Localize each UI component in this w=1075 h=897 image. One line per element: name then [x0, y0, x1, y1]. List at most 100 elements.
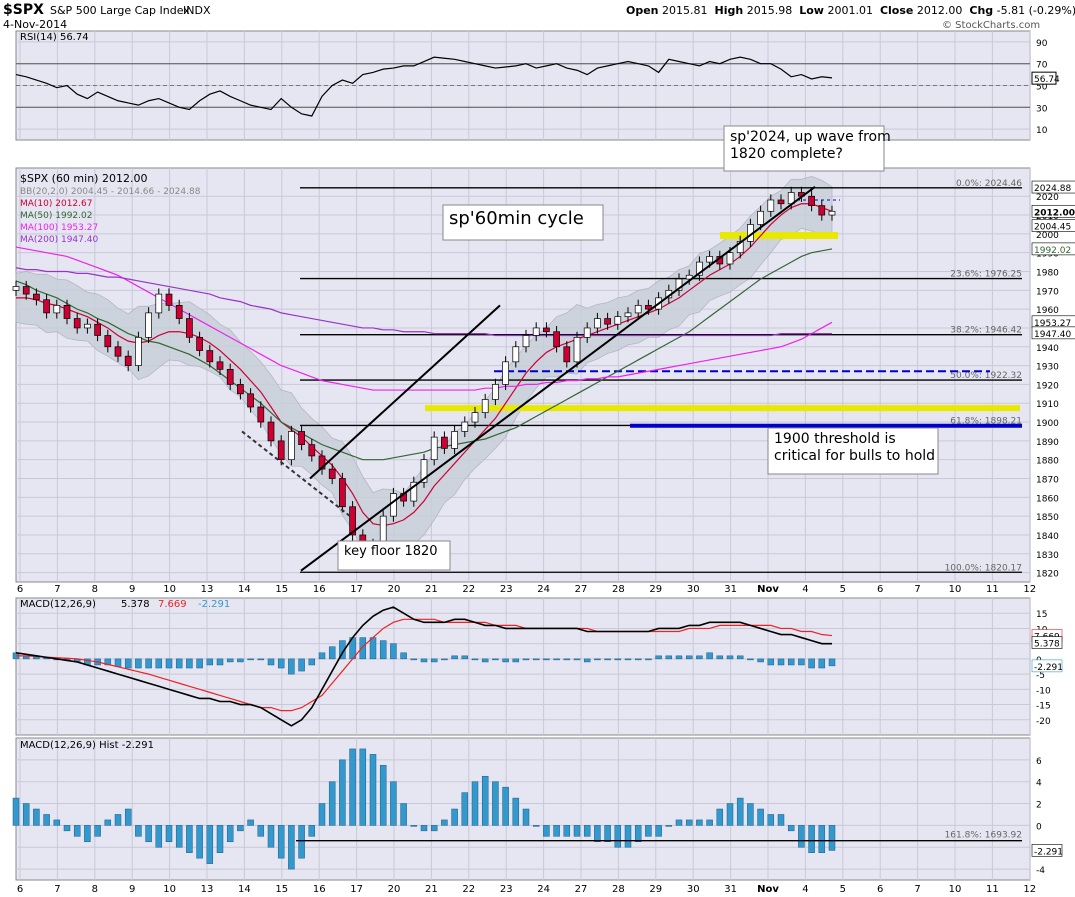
hist-bar	[461, 792, 469, 826]
macd-hist-bar	[502, 658, 509, 663]
macd-hist-bar	[818, 658, 826, 669]
candle	[624, 312, 632, 318]
candle	[124, 355, 132, 366]
hist-x-label: 20	[388, 884, 401, 895]
channel-lower-line	[300, 186, 816, 572]
candle	[441, 436, 448, 449]
candle	[777, 199, 785, 205]
macd-hist-bar	[624, 658, 632, 661]
date-label: 4-Nov-2014	[3, 18, 68, 31]
candle	[94, 323, 101, 336]
price-x-label: 30	[687, 584, 700, 595]
candle	[543, 327, 550, 333]
macd-hist-bar	[277, 658, 285, 669]
candle	[757, 210, 764, 225]
price-tick-label: 1930	[1036, 363, 1059, 373]
exchange-label: INDX	[183, 4, 211, 17]
hist-bar	[522, 808, 530, 826]
hist-bar	[696, 819, 703, 826]
rsi-tick-label: 50	[1036, 83, 1048, 93]
hist-x-label: 31	[724, 884, 737, 895]
macd-hist-bar	[726, 655, 734, 660]
hist-right-box	[1031, 844, 1063, 857]
candle	[461, 421, 469, 432]
macd-hist-bar	[298, 658, 305, 672]
macd-hist-bar	[186, 658, 193, 669]
candle	[379, 515, 387, 545]
candle	[43, 299, 50, 314]
hist-bar	[328, 781, 336, 826]
hist-bar	[308, 825, 316, 837]
hist-x-label: 6	[877, 884, 883, 895]
macd-hist-bar	[696, 655, 703, 660]
ohlc-readout: Open 2015.81 High 2015.98 Low 2001.01 Cl…	[626, 4, 1075, 17]
macd-hist-bar	[206, 658, 214, 666]
candle	[828, 210, 836, 216]
macd-hist-bar	[288, 658, 295, 675]
fib-label: 38.2%: 1946.42	[950, 326, 1022, 336]
fib-label: 50.0%: 1922.32	[950, 371, 1022, 381]
price-legend-item: MA(200) 1947.40	[20, 235, 98, 245]
hist-bar	[808, 825, 815, 853]
candle	[471, 412, 479, 423]
macd-hist-bar	[583, 658, 591, 663]
hist-x-label: 4	[802, 884, 808, 895]
price-tick-label: 1900	[1036, 419, 1059, 429]
hist-x-label: 13	[201, 884, 214, 895]
price-right-box	[1031, 326, 1075, 340]
macd-hist-bar	[124, 658, 132, 669]
price-x-label: 7	[914, 584, 920, 595]
hist-bar	[614, 825, 622, 848]
hist-x-label: 6	[17, 884, 23, 895]
macd-hist-bar	[369, 637, 377, 660]
price-right-box	[1031, 180, 1075, 194]
candle	[63, 305, 71, 319]
macd-hist-bar	[451, 655, 458, 660]
macd-hist-bar	[226, 658, 234, 663]
hist-bar	[726, 803, 734, 826]
candle	[196, 337, 203, 351]
watermark: © StockCharts.com	[942, 20, 1041, 31]
macd-hist-bar	[634, 658, 642, 661]
macd-hist-bar	[379, 640, 387, 660]
ma200-line	[15, 267, 832, 337]
fib-label: 0.0%: 2024.46	[956, 179, 1022, 189]
hist-bar	[787, 825, 795, 832]
candle	[604, 318, 611, 325]
hist-bar	[798, 825, 805, 848]
hist-x-label: 24	[537, 884, 550, 895]
macd-hist-bar	[420, 658, 428, 663]
candle	[563, 346, 571, 363]
hist-x-label: 28	[612, 884, 625, 895]
rsi-tick-label: 30	[1036, 104, 1048, 114]
price-x-label: 13	[201, 584, 214, 595]
rsi-current-box	[1031, 71, 1057, 85]
price-tick-label: 1840	[1036, 532, 1059, 542]
candle	[685, 274, 693, 280]
candle	[339, 478, 346, 508]
candle	[145, 312, 152, 338]
macd-hist-bar	[767, 658, 775, 666]
macd-hist-bar	[665, 655, 673, 660]
candle	[532, 327, 540, 336]
hist-fib-label: 161.8%: 1693.92	[945, 831, 1022, 841]
candle	[430, 436, 438, 461]
macd-signal-line	[16, 618, 833, 712]
macd-hist-bar	[135, 658, 142, 669]
price-x-label: 23	[500, 584, 513, 595]
hist-x-label: 8	[92, 884, 98, 895]
macd-hist-bar	[706, 652, 713, 660]
downtrend-dashed-line	[241, 430, 351, 517]
macd-tick-label: -15	[1036, 702, 1051, 712]
macd-hist-bar	[787, 658, 795, 666]
hist-bar	[492, 781, 499, 826]
macd-hist-bar	[390, 643, 397, 660]
rsi-tick-label: 70	[1036, 61, 1048, 71]
price-tick-label: 1820	[1036, 570, 1059, 580]
hist-bar	[104, 819, 112, 826]
candle	[696, 261, 703, 276]
hist-bar	[430, 825, 438, 832]
price-x-label: 6	[17, 584, 23, 595]
macd-hist-bar	[645, 658, 652, 661]
price-x-label: 31	[724, 584, 737, 595]
